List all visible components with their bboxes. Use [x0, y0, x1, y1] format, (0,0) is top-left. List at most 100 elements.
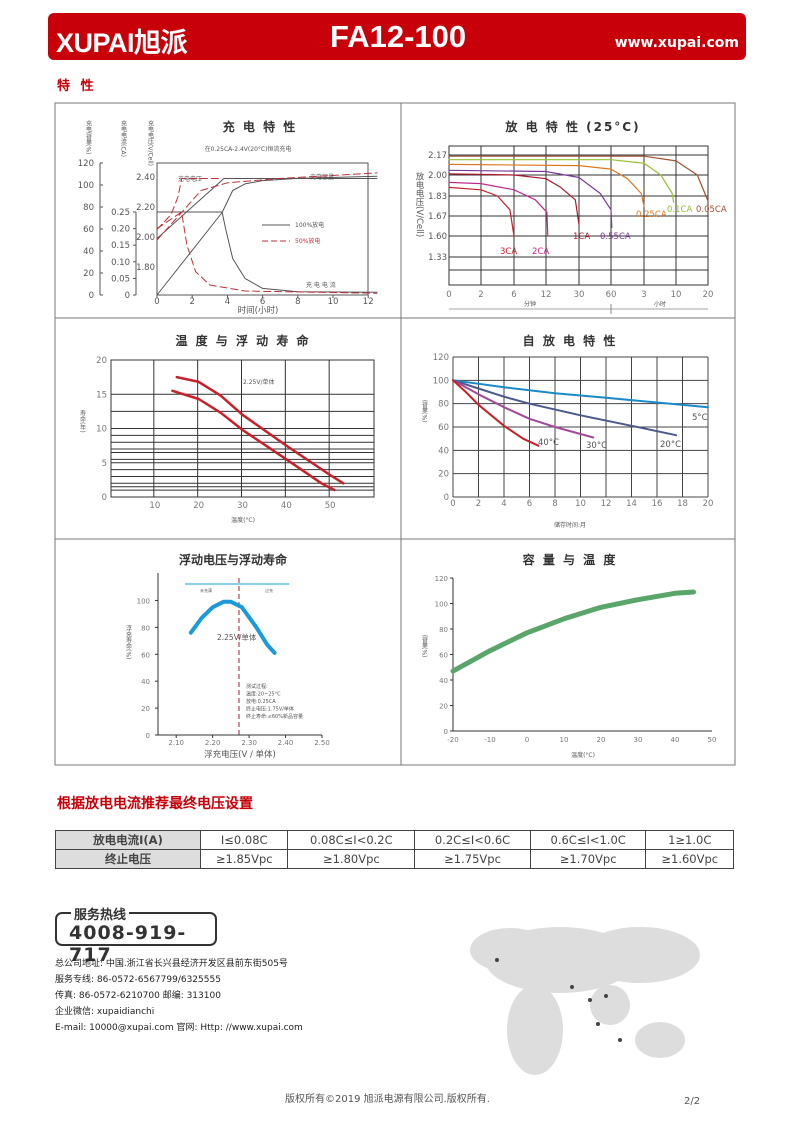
brand-logo: XUPAI旭派	[56, 28, 188, 58]
label-current: 充 电 电 流	[306, 281, 336, 289]
y-tick-label: 1.67	[428, 212, 447, 222]
table-row: 终止电压 ≥1.85Vpc ≥1.80Vpc ≥1.75Vpc ≥1.70Vpc ≥1.…	[55, 849, 734, 869]
y-tick-label: 80	[439, 626, 448, 634]
chart-title: 自 放 电 特 性	[523, 333, 618, 348]
series-capacity	[156, 175, 378, 296]
y-tick-label: 0	[102, 493, 107, 503]
table-cell: 0.08C≤I<0.2C	[287, 830, 416, 850]
x-tick-label: 20	[597, 736, 606, 744]
x-tick-label: 40	[281, 501, 292, 511]
x-tick-label: 2.50	[314, 739, 330, 747]
x-tick-label: 20	[703, 290, 714, 300]
series-line	[448, 186, 515, 237]
float-voltage-chart: 浮动电压与浮动寿命 浮充寿命(%) 浮充电压(V / 单体) 未充满 过充 2.…	[125, 552, 330, 760]
world-map-graphic	[470, 927, 700, 1075]
x-tick-label: 6	[527, 499, 532, 509]
series-line	[448, 163, 645, 207]
website-link[interactable]: www.xupai.com	[614, 35, 739, 51]
x-tick-label: 2	[189, 297, 194, 307]
x-tick-label: 10	[328, 297, 339, 307]
x-tick-label: 4	[501, 499, 506, 509]
x-axis-label: 温度(°C)	[571, 751, 595, 759]
x-tick-label: 12	[601, 499, 612, 509]
chart-title: 浮动电压与浮动寿命	[179, 552, 288, 567]
test-note: 放电:0.25CA	[246, 698, 276, 705]
series-line	[452, 379, 540, 447]
capacity-tick-label: 60	[83, 225, 94, 235]
hotline-box: 服务热线 4008-919-717	[55, 904, 217, 966]
x-tick-label: 0	[154, 297, 159, 307]
y-axis-label: 容量(%)	[421, 399, 428, 422]
copyright: 版权所有©2019 旭派电源有限公司.版权所有.	[285, 1094, 490, 1105]
voltage-tick-label: 2.20	[136, 203, 155, 213]
y-tick-label: 0	[146, 732, 150, 740]
series-voltage	[156, 178, 223, 230]
x-tick-label: 40	[671, 736, 680, 744]
table-cell: ≥1.60Vpc	[645, 849, 734, 869]
hotline-number[interactable]: 4008-919-717	[69, 922, 187, 966]
y-tick-label: 100	[433, 376, 449, 386]
series-label: 0.1CA	[667, 205, 692, 215]
series-capacity	[156, 172, 378, 241]
table-cell: ≥1.80Vpc	[287, 849, 416, 869]
capacity-tick-label: 100	[78, 181, 94, 191]
series-line	[452, 379, 595, 439]
y-axis-label: 放电电压(V/Cell)	[414, 171, 424, 237]
series-label: 0.25CA	[636, 210, 667, 220]
series-line	[448, 155, 709, 202]
series-label: 0.55CA	[600, 232, 631, 242]
series-label: 20°C	[660, 440, 681, 450]
x-tick-label: 6	[511, 290, 516, 300]
x-tick-label: 2.20	[205, 739, 221, 747]
capacity-tick-label: 20	[83, 269, 94, 279]
x-tick-label: 4	[225, 297, 230, 307]
y-tick-label: 20	[438, 470, 449, 480]
fax: 传真: 86-0572-6210700 邮编: 313100	[55, 991, 221, 1001]
x-tick-label: 2.40	[278, 739, 294, 747]
x-tick-label: 10	[575, 499, 586, 509]
x-tick-label: 30	[574, 290, 585, 300]
legend-50: 50%放电	[295, 237, 320, 245]
hotline-label: 服务热线	[71, 904, 130, 923]
y-tick-label: 1.83	[428, 192, 447, 202]
charts-frame	[54, 102, 736, 766]
y-axis-label: 寿命(年)	[79, 409, 86, 432]
axis-voltage-label: 充电电压(V/Cell)	[147, 119, 154, 166]
x-tick-label: 2	[478, 290, 483, 300]
y-tick-label: 1.33	[428, 253, 447, 263]
test-note: 温度:20~25°C	[246, 691, 281, 698]
x-tick-label: 10	[560, 736, 569, 744]
x-tick-label: 0	[525, 736, 529, 744]
y-tick-label: 40	[141, 678, 150, 686]
y-axis-label: 容量(%)	[421, 634, 428, 657]
current-tick-label: 0.15	[111, 241, 130, 251]
discharge-chart: 放 电 特 性 (25°C) 放电电压(V/Cell) 分钟 小时 0 2 6 12 3…	[414, 119, 727, 314]
self-discharge-chart: 自 放 电 特 性 容量(%) 储存时间:月 0 2 4 6 8 10 12 14 16 18 20…	[421, 333, 714, 529]
y-tick-label: 20	[96, 356, 107, 366]
x-tick-label: 2.30	[241, 739, 257, 747]
unit-hours: 小时	[654, 300, 666, 308]
y-axis-label: 浮充寿命(%)	[125, 624, 132, 659]
x-tick-label: 60	[606, 290, 617, 300]
x-tick-label: 50	[708, 736, 717, 744]
table-cell: I≤0.08C	[199, 830, 289, 850]
x-tick-label: 20	[193, 501, 204, 511]
current-tick-label: 0	[125, 291, 130, 301]
series-label: 3CA	[500, 247, 517, 257]
y-tick-label: 20	[439, 703, 448, 711]
series-current	[156, 211, 378, 293]
x-tick-label: 30	[237, 501, 248, 511]
capacity-temperature-chart: 容 量 与 温 度 容量(%) 温度(°C) -20 -10 0 10 20 30 40 50…	[421, 552, 717, 759]
table-cell: 0.2C≤I<0.6C	[414, 830, 531, 850]
current-tick-label: 0.20	[111, 225, 130, 235]
x-tick-label: 3	[641, 290, 646, 300]
table-section-title: 根据放电电流推荐最终电压设置	[57, 796, 253, 812]
x-tick-label: 16	[652, 499, 663, 509]
current-tick-label: 0.25	[111, 208, 130, 218]
email-website[interactable]: E-mail: 10000@xupai.com 官网: Http: //www.…	[55, 1023, 303, 1033]
section-title: 特 性	[57, 79, 97, 94]
x-tick-label: 12	[541, 290, 552, 300]
series-label: 40°C	[538, 438, 559, 448]
y-tick-label: 100	[137, 597, 150, 605]
